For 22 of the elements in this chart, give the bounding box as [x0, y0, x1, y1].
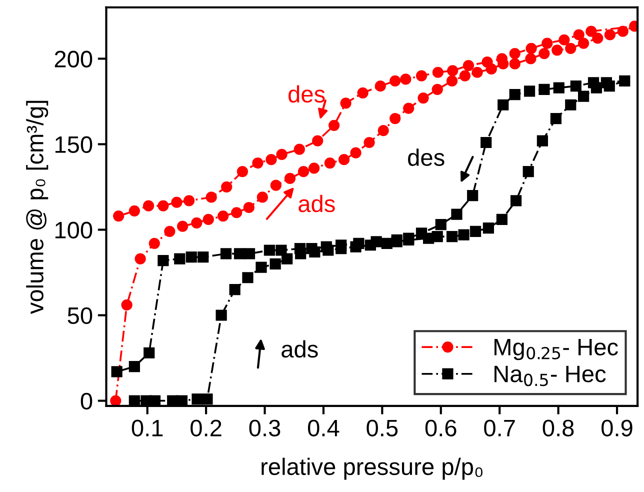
x-tick-label: 0.3 [249, 420, 280, 436]
y-axis-title: volume @ p₀ [cm³/g] [26, 100, 48, 314]
annotation: ads [282, 340, 318, 358]
x-tick-label: 0.7 [484, 420, 515, 436]
x-tick-label: 0.4 [308, 420, 340, 436]
y-tick-label: 0 [80, 392, 92, 410]
x-tick-label: 0.6 [425, 420, 456, 436]
annotation: ads [298, 194, 335, 212]
y-tick-label: 150 [55, 136, 92, 153]
x-tick-label: 0.5 [366, 420, 398, 436]
x-tick-label: 0.2 [190, 420, 222, 436]
x-tick-label: 0.1 [132, 420, 163, 436]
x-tick-label: 0.8 [542, 420, 574, 436]
y-tick-label: 50 [68, 307, 92, 324]
y-tick-label: 200 [54, 50, 92, 68]
legend-label: Mg$_{0.25}$- Hec [494, 339, 618, 360]
y-tick-label: 100 [55, 222, 92, 239]
annotation: des [288, 85, 325, 103]
x-axis-title: relative pressure p/p₀ [262, 458, 482, 480]
legend-label: Na$_{0.5}$- Hec [494, 366, 606, 386]
annotation: des [408, 148, 444, 166]
x-tick-label: 0.9 [602, 420, 632, 436]
